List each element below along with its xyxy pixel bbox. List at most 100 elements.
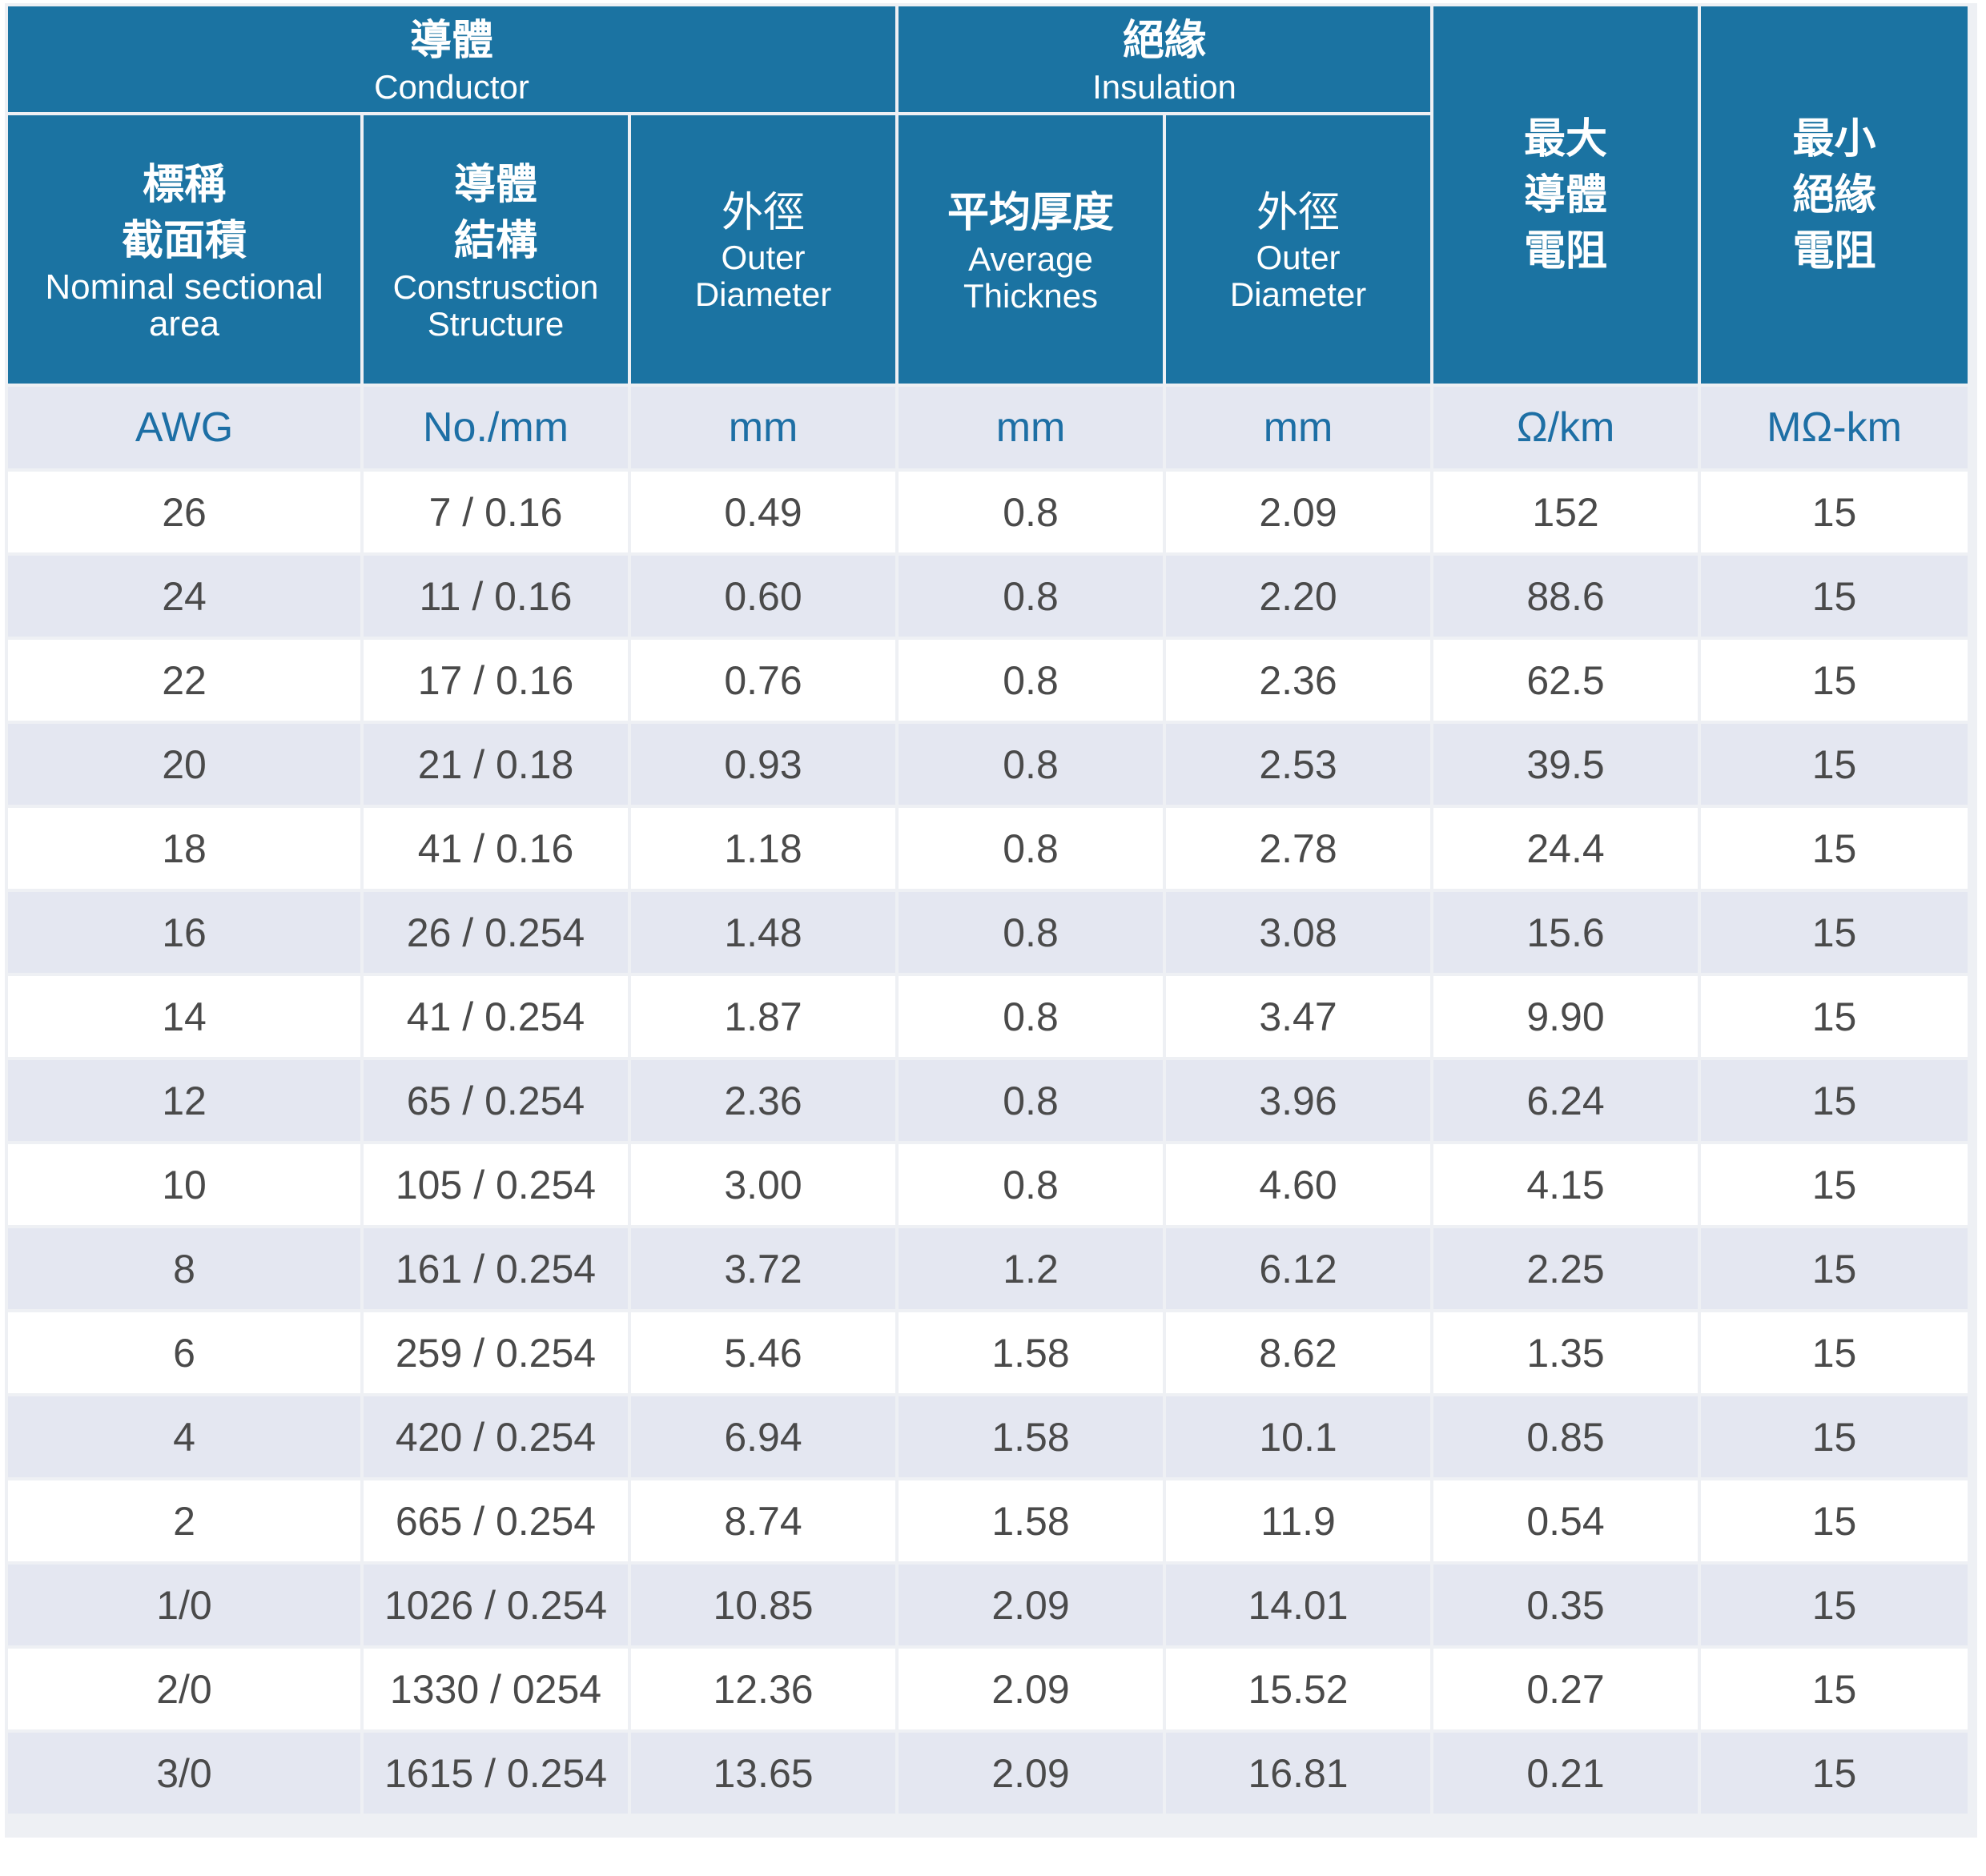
table-cell: 15: [1701, 640, 1968, 721]
table-cell: 15: [1701, 724, 1968, 805]
insulation-group-header: 絕緣 Insulation: [899, 6, 1431, 112]
table-cell: 26: [8, 472, 360, 552]
insulation-od-zh: 外徑: [1256, 188, 1341, 237]
table-cell: 15: [1701, 1649, 1968, 1729]
table-cell: 41 / 0.254: [364, 976, 628, 1057]
table-cell: 15: [1701, 1312, 1968, 1393]
insulation-en: Insulation: [1092, 68, 1236, 106]
construction-zh-1: 導體: [453, 160, 537, 209]
avg-thickness-en-2: Thicknes: [963, 276, 1099, 315]
table-cell: 15: [1701, 1565, 1968, 1645]
conductor-od-zh: 外徑: [722, 188, 806, 237]
table-cell: 24.4: [1433, 808, 1699, 889]
table-cell: 0.8: [899, 724, 1164, 805]
unit-cell: Ω/km: [1433, 387, 1699, 468]
table-cell: 2.78: [1166, 808, 1431, 889]
table-cell: 1.58: [899, 1312, 1164, 1393]
min-ins-resistance-zh-3: 電阻: [1792, 227, 1876, 275]
table-cell: 2.36: [631, 1060, 896, 1141]
table-row: 12 65 / 0.254 2.36 0.8 3.96 6.24 15: [8, 1060, 1968, 1141]
table-cell: 152: [1433, 472, 1699, 552]
table-row: 16 26 / 0.254 1.48 0.8 3.08 15.6 15: [8, 892, 1968, 973]
table-cell: 2.53: [1166, 724, 1431, 805]
table-cell: 0.8: [899, 472, 1164, 552]
unit-cell: No./mm: [364, 387, 628, 468]
table-cell: 15: [1701, 1228, 1968, 1309]
table-cell: 1/0: [8, 1565, 360, 1645]
table-cell: 9.90: [1433, 976, 1699, 1057]
nominal-area-en-1: Nominal sectional: [45, 267, 324, 307]
table-cell: 62.5: [1433, 640, 1699, 721]
unit-row: AWG No./mm mm mm mm Ω/km MΩ-km: [8, 387, 1968, 468]
table-row: 24 11 / 0.16 0.60 0.8 2.20 88.6 15: [8, 556, 1968, 637]
table-cell: 15.6: [1433, 892, 1699, 973]
table-cell: 0.54: [1433, 1480, 1699, 1561]
table-cell: 15: [1701, 556, 1968, 637]
table-cell: 259 / 0.254: [364, 1312, 628, 1393]
table-cell: 15: [1701, 1144, 1968, 1225]
table-cell: 15.52: [1166, 1649, 1431, 1729]
table-cell: 15: [1701, 472, 1968, 552]
table-cell: 15: [1701, 1060, 1968, 1141]
table-cell: 5.46: [631, 1312, 896, 1393]
table-cell: 105 / 0.254: [364, 1144, 628, 1225]
table-cell: 16: [8, 892, 360, 973]
table-cell: 18: [8, 808, 360, 889]
conductor-zh: 導體: [410, 17, 494, 65]
table-cell: 10: [8, 1144, 360, 1225]
table-cell: 3/0: [8, 1733, 360, 1814]
table-cell: 2.09: [1166, 472, 1431, 552]
max-resistance-header: 最大 導體 電阻: [1433, 6, 1699, 384]
unit-cell: mm: [1166, 387, 1431, 468]
construction-zh-2: 結構: [453, 216, 537, 265]
table-cell: 11.9: [1166, 1480, 1431, 1561]
conductor-group-header: 導體 Conductor: [8, 6, 896, 112]
table-row: 22 17 / 0.16 0.76 0.8 2.36 62.5 15: [8, 640, 1968, 721]
unit-cell: mm: [631, 387, 896, 468]
table-cell: 4.60: [1166, 1144, 1431, 1225]
table-cell: 26 / 0.254: [364, 892, 628, 973]
table-cell: 11 / 0.16: [364, 556, 628, 637]
table-cell: 12: [8, 1060, 360, 1141]
table-cell: 17 / 0.16: [364, 640, 628, 721]
conductor-en: Conductor: [374, 68, 529, 106]
table-cell: 4: [8, 1396, 360, 1477]
table-cell: 12.36: [631, 1649, 896, 1729]
table-cell: 22: [8, 640, 360, 721]
table-cell: 0.60: [631, 556, 896, 637]
table-row: 20 21 / 0.18 0.93 0.8 2.53 39.5 15: [8, 724, 1968, 805]
table-cell: 16.81: [1166, 1733, 1431, 1814]
table-cell: 0.49: [631, 472, 896, 552]
table-cell: 2.09: [899, 1649, 1164, 1729]
table-cell: 2: [8, 1480, 360, 1561]
construction-en-2: Structure: [427, 304, 565, 343]
construction-en-1: Construsction: [392, 267, 599, 306]
table-cell: 0.8: [899, 640, 1164, 721]
max-resistance-zh-3: 電阻: [1524, 227, 1608, 275]
table-cell: 8.62: [1166, 1312, 1431, 1393]
table-cell: 65 / 0.254: [364, 1060, 628, 1141]
avg-thickness-zh: 平均厚度: [947, 188, 1115, 237]
table-cell: 1026 / 0.254: [364, 1565, 628, 1645]
table-cell: 0.8: [899, 808, 1164, 889]
table-cell: 0.8: [899, 556, 1164, 637]
table-cell: 2.09: [899, 1565, 1164, 1645]
table-cell: 14.01: [1166, 1565, 1431, 1645]
table-cell: 15: [1701, 892, 1968, 973]
table-cell: 420 / 0.254: [364, 1396, 628, 1477]
table-row: 14 41 / 0.254 1.87 0.8 3.47 9.90 15: [8, 976, 1968, 1057]
nominal-area-zh-2: 截面積: [121, 216, 247, 265]
max-resistance-zh-1: 最大: [1524, 114, 1608, 163]
table-cell: 14: [8, 976, 360, 1057]
table-cell: 2.20: [1166, 556, 1431, 637]
table-row: 6 259 / 0.254 5.46 1.58 8.62 1.35 15: [8, 1312, 1968, 1393]
avg-thickness-header: 平均厚度 Average Thicknes: [899, 115, 1164, 384]
table-row: 18 41 / 0.16 1.18 0.8 2.78 24.4 15: [8, 808, 1968, 889]
table-cell: 3.08: [1166, 892, 1431, 973]
nominal-area-header: 標稱 截面積 Nominal sectional area: [8, 115, 360, 384]
table-cell: 0.27: [1433, 1649, 1699, 1729]
construction-header: 導體 結構 Construsction Structure: [364, 115, 628, 384]
table-cell: 0.8: [899, 1060, 1164, 1141]
table-cell: 15: [1701, 976, 1968, 1057]
insulation-od-en-2: Diameter: [1229, 275, 1367, 313]
